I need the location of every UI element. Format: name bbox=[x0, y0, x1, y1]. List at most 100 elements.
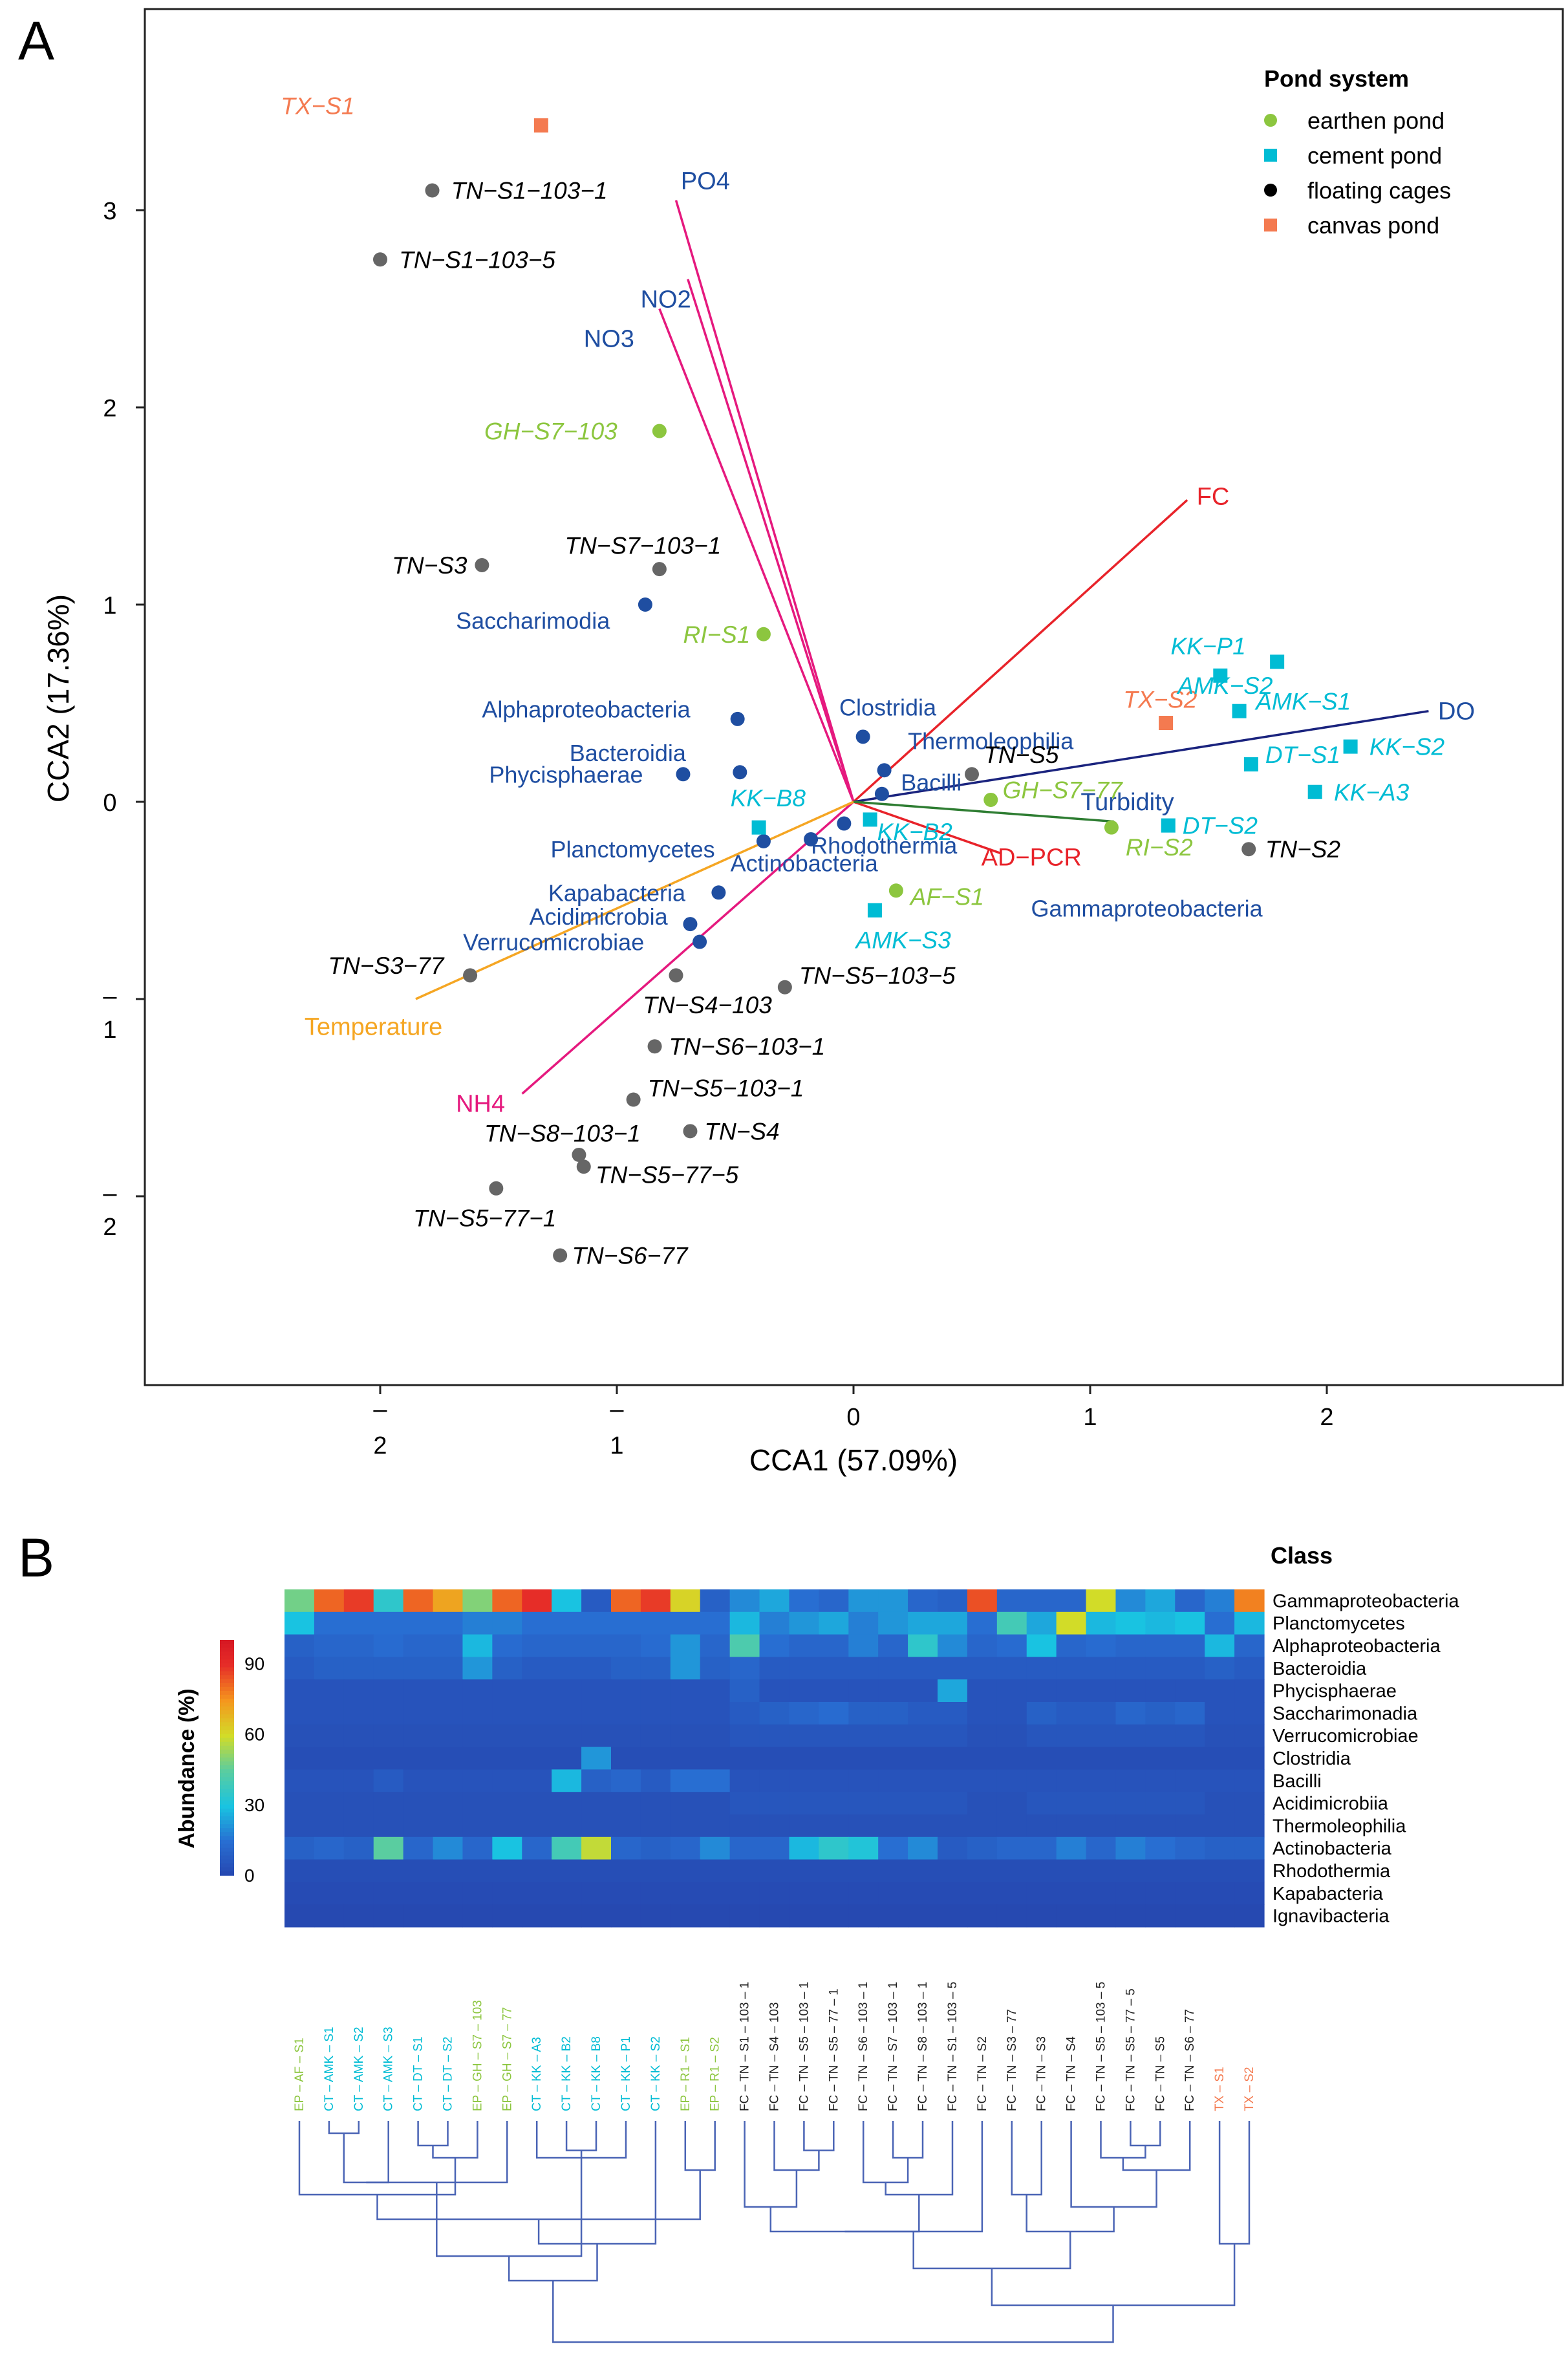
species-label-phycisphaerae: Phycisphaerae bbox=[489, 761, 643, 788]
heatmap-cell bbox=[1086, 1611, 1117, 1635]
sample-label-tn-s2: TN−S2 bbox=[1265, 836, 1341, 863]
heatmap-cell bbox=[403, 1611, 434, 1635]
heatmap-cell bbox=[492, 1589, 522, 1613]
heatmap-cell bbox=[729, 1724, 760, 1748]
x-tick-label: 0 bbox=[846, 1404, 860, 1431]
dendrogram-branch bbox=[844, 2121, 983, 2233]
heatmap-cell bbox=[878, 1589, 908, 1613]
sample-column-label: FC – TN – S5 bbox=[1154, 2036, 1167, 2111]
heatmap-cell bbox=[1086, 1702, 1117, 1725]
cca-samples: TX−S1 TX−S2 TN−S1−103−1 TN−S1−103−5 GH−S7−10… bbox=[281, 92, 1444, 1269]
heatmap-cell bbox=[996, 1747, 1027, 1770]
heatmap-cell bbox=[433, 1657, 464, 1680]
vector-no3 bbox=[658, 308, 855, 802]
colorbar-swatch bbox=[220, 1640, 234, 1644]
class-label-kapabacteria: Kapabacteria bbox=[1273, 1884, 1384, 1904]
sample-column-label: TX – S2 bbox=[1243, 2067, 1256, 2111]
heatmap-cell bbox=[1086, 1769, 1117, 1792]
species-point-planctomycetes bbox=[756, 834, 771, 848]
heatmap-cell bbox=[640, 1792, 671, 1815]
sample-label-tn-s6-103-1: TN−S6−103−1 bbox=[669, 1033, 826, 1060]
heatmap-cell bbox=[314, 1769, 345, 1792]
sample-label-tn-s5: TN−S5 bbox=[983, 742, 1059, 768]
vector-label-no3: NO3 bbox=[584, 325, 634, 352]
heatmap-cell bbox=[433, 1769, 464, 1792]
sample-label-kk-s2: KK−S2 bbox=[1369, 734, 1445, 760]
vector-label-no2: NO2 bbox=[641, 286, 691, 313]
heatmap-cell bbox=[403, 1859, 434, 1882]
heatmap-cell bbox=[343, 1724, 374, 1748]
heatmap-cell bbox=[1234, 1904, 1265, 1928]
heatmap-cell bbox=[996, 1882, 1027, 1905]
heatmap-cell bbox=[373, 1792, 404, 1815]
heatmap-cell bbox=[700, 1882, 731, 1905]
sample-column-label: EP – R1 – S2 bbox=[709, 2037, 722, 2111]
heatmap-cell bbox=[729, 1836, 760, 1860]
heatmap-cell bbox=[522, 1882, 552, 1905]
heatmap-cell bbox=[640, 1814, 671, 1838]
heatmap-cell bbox=[789, 1657, 819, 1680]
heatmap-cell bbox=[285, 1836, 315, 1860]
heatmap-cell bbox=[700, 1814, 731, 1838]
class-label-phycisphaerae: Phycisphaerae bbox=[1273, 1681, 1397, 1702]
heatmap-cell bbox=[1205, 1657, 1235, 1680]
colorbar-tick: 30 bbox=[244, 1795, 264, 1815]
colorbar-swatch bbox=[220, 1741, 234, 1747]
legend-title: Pond system bbox=[1264, 65, 1409, 92]
heatmap-cell bbox=[967, 1589, 998, 1613]
sample-point-tn-s2 bbox=[1241, 842, 1256, 857]
x-axis-title: CCA1 (57.09%) bbox=[749, 1443, 958, 1477]
heatmap-cell bbox=[938, 1679, 968, 1703]
sample-point-tx-s2 bbox=[1159, 716, 1174, 730]
heatmap-cell bbox=[343, 1634, 374, 1657]
heatmap-cell bbox=[433, 1589, 464, 1613]
sample-column-label: EP – R1 – S1 bbox=[679, 2037, 693, 2111]
heatmap-cell bbox=[908, 1657, 938, 1680]
heatmap-cell bbox=[611, 1769, 641, 1792]
colorbar-swatch bbox=[220, 1726, 234, 1731]
colorbar-swatch bbox=[220, 1659, 234, 1664]
heatmap-cell bbox=[314, 1904, 345, 1928]
heatmap-cell bbox=[373, 1814, 404, 1838]
heatmap-cell bbox=[1205, 1589, 1235, 1613]
panel-a-label: A bbox=[18, 10, 54, 71]
heatmap-cell bbox=[1234, 1747, 1265, 1770]
heatmap-cell bbox=[552, 1904, 582, 1928]
heatmap-cell bbox=[285, 1769, 315, 1792]
heatmap-cell bbox=[1175, 1679, 1205, 1703]
heatmap-cell bbox=[1056, 1904, 1087, 1928]
heatmap-cell bbox=[611, 1882, 641, 1905]
colorbar-swatch bbox=[220, 1844, 234, 1849]
heatmap-cell bbox=[1026, 1589, 1057, 1613]
heatmap-cell bbox=[967, 1769, 998, 1792]
heatmap-cell bbox=[581, 1882, 612, 1905]
heatmap-cell bbox=[700, 1769, 731, 1792]
heatmap-cell bbox=[640, 1657, 671, 1680]
heatmap-cell bbox=[789, 1792, 819, 1815]
heatmap-cell bbox=[1205, 1814, 1235, 1838]
heatmap-cell bbox=[848, 1724, 879, 1748]
vector-do bbox=[853, 709, 1429, 803]
heatmap-cell bbox=[403, 1769, 434, 1792]
heatmap-cell bbox=[433, 1702, 464, 1725]
heatmap-cell bbox=[1115, 1747, 1146, 1770]
heatmap-cell bbox=[848, 1792, 879, 1815]
heatmap-cell bbox=[878, 1859, 908, 1882]
sample-label-tx-s2: TX−S2 bbox=[1123, 686, 1197, 713]
heatmap-cell bbox=[908, 1634, 938, 1657]
colorbar-swatch bbox=[220, 1745, 234, 1750]
sample-column-label: CT – AMK – S1 bbox=[323, 2027, 336, 2111]
dendrogram-branch bbox=[565, 2121, 597, 2151]
heatmap-cell bbox=[967, 1657, 998, 1680]
heatmap-cell bbox=[967, 1792, 998, 1815]
heatmap-cell bbox=[1056, 1589, 1087, 1613]
heatmap-cell bbox=[492, 1769, 522, 1792]
x-tick-label: –1 bbox=[610, 1396, 624, 1459]
heatmap-cell bbox=[462, 1611, 493, 1635]
legend-label-floating-cages: floating cages bbox=[1307, 177, 1451, 204]
sample-label-tn-s6-77: TN−S6−77 bbox=[572, 1243, 688, 1269]
heatmap-cell bbox=[343, 1859, 374, 1882]
heatmap-cell bbox=[403, 1836, 434, 1860]
heatmap-cell bbox=[611, 1724, 641, 1748]
heatmap-cell bbox=[581, 1836, 612, 1860]
